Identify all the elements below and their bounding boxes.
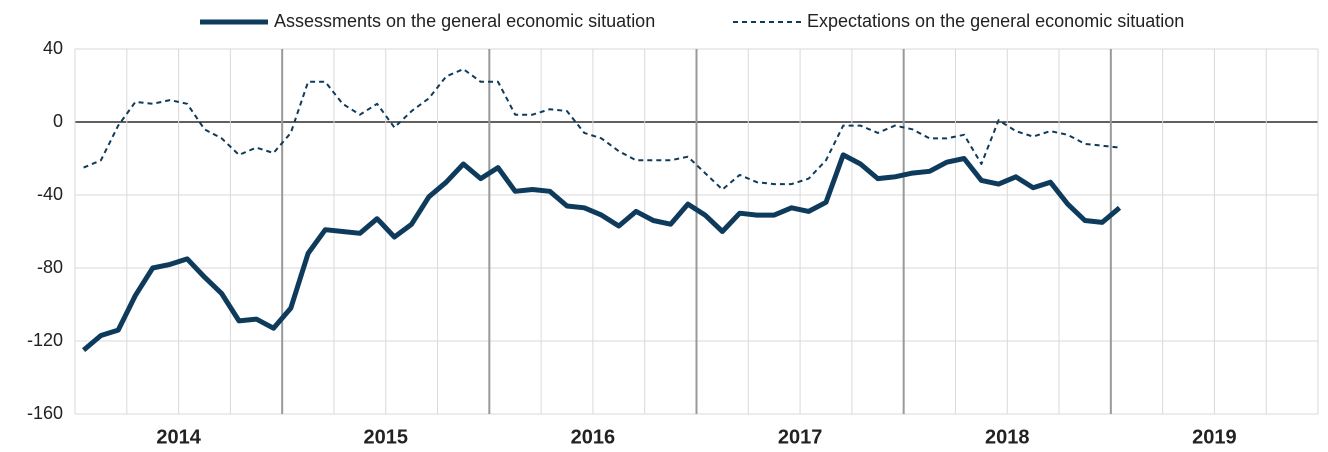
x-tick-label: 2018 [985, 426, 1030, 448]
series-line [83, 68, 1120, 191]
series-line [81, 152, 1122, 353]
legend-label: Assessments on the general economic situ… [274, 11, 655, 31]
y-tick-label: -40 [37, 184, 63, 204]
y-tick-label: 0 [53, 111, 63, 131]
y-tick-label: -80 [37, 257, 63, 277]
y-tick-label: -120 [27, 330, 63, 350]
x-tick-label: 2015 [364, 426, 409, 448]
legend-label: Expectations on the general economic sit… [807, 11, 1184, 31]
y-tick-label: -160 [27, 403, 63, 423]
x-tick-label: 2016 [571, 426, 616, 448]
x-tick-label: 2017 [778, 426, 823, 448]
y-tick-label: 40 [43, 38, 63, 58]
x-tick-label: 2019 [1192, 426, 1237, 448]
x-tick-label: 2014 [156, 426, 201, 448]
